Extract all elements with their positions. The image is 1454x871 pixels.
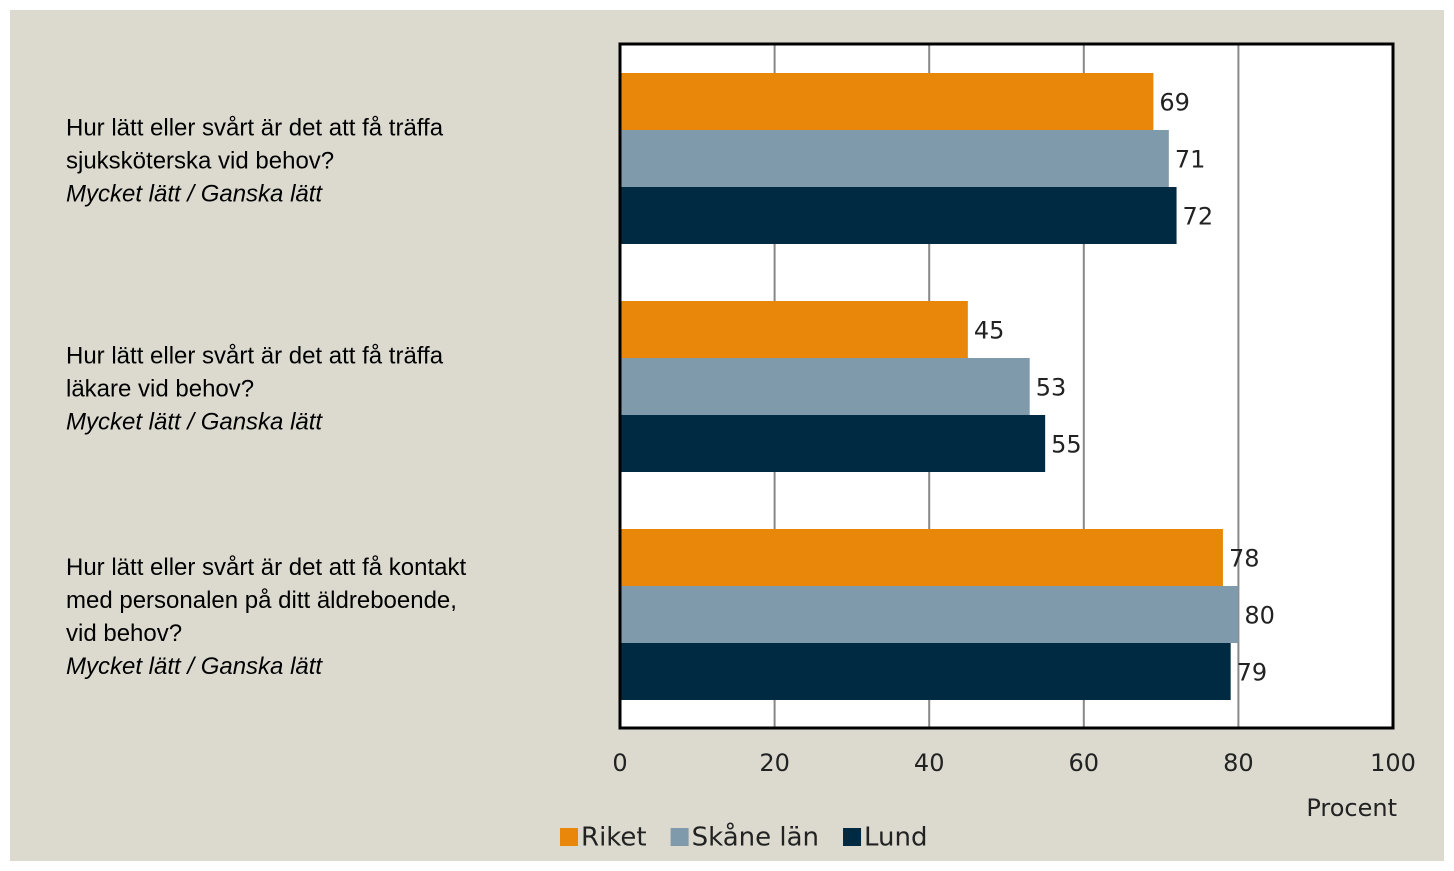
bar	[620, 358, 1030, 415]
legend-swatch	[670, 828, 689, 846]
bar	[620, 73, 1154, 130]
x-tick-label: 60	[1069, 749, 1100, 777]
bar	[620, 586, 1239, 643]
value-label: 53	[1036, 374, 1067, 402]
value-label: 69	[1159, 89, 1190, 117]
legend-swatch	[843, 828, 862, 846]
category-label: Hur lätt eller svårt är det att få träff…	[66, 342, 444, 369]
bar	[620, 415, 1046, 472]
plot-border	[618, 42, 1395, 730]
legend-label: Lund	[864, 823, 928, 853]
value-label: 79	[1237, 659, 1268, 687]
value-label: 71	[1175, 146, 1206, 174]
value-label: 55	[1051, 431, 1082, 459]
category-note: Mycket lätt / Ganska lätt	[66, 653, 323, 680]
category-label: Hur lätt eller svårt är det att få konta…	[66, 554, 467, 581]
x-tick-label: 0	[612, 749, 627, 777]
category-label: läkare vid behov?	[66, 375, 254, 402]
bar	[620, 529, 1223, 586]
bar	[620, 130, 1169, 187]
x-axis-label: Procent	[1306, 794, 1397, 822]
x-tick-label: 40	[914, 749, 945, 777]
x-tick-label: 80	[1223, 749, 1254, 777]
legend-label: Skåne län	[692, 822, 819, 853]
category-label: med personalen på ditt äldreboende,	[66, 587, 457, 614]
legend-swatch	[560, 828, 578, 846]
category-label: Hur lätt eller svårt är det att få träff…	[66, 114, 444, 141]
x-tick-label: 20	[759, 749, 790, 777]
category-label: sjuksköterska vid behov?	[66, 147, 334, 174]
bar	[620, 301, 968, 358]
x-tick-label: 100	[1370, 749, 1416, 777]
value-label: 72	[1183, 203, 1214, 231]
value-label: 45	[974, 317, 1005, 345]
category-note: Mycket lätt / Ganska lätt	[66, 408, 323, 435]
legend-label: Riket	[581, 823, 647, 853]
bar	[620, 643, 1231, 700]
value-label: 80	[1244, 602, 1275, 630]
category-label: vid behov?	[66, 620, 182, 647]
bar	[620, 187, 1177, 244]
value-label: 78	[1229, 545, 1260, 573]
category-note: Mycket lätt / Ganska lätt	[66, 180, 323, 207]
